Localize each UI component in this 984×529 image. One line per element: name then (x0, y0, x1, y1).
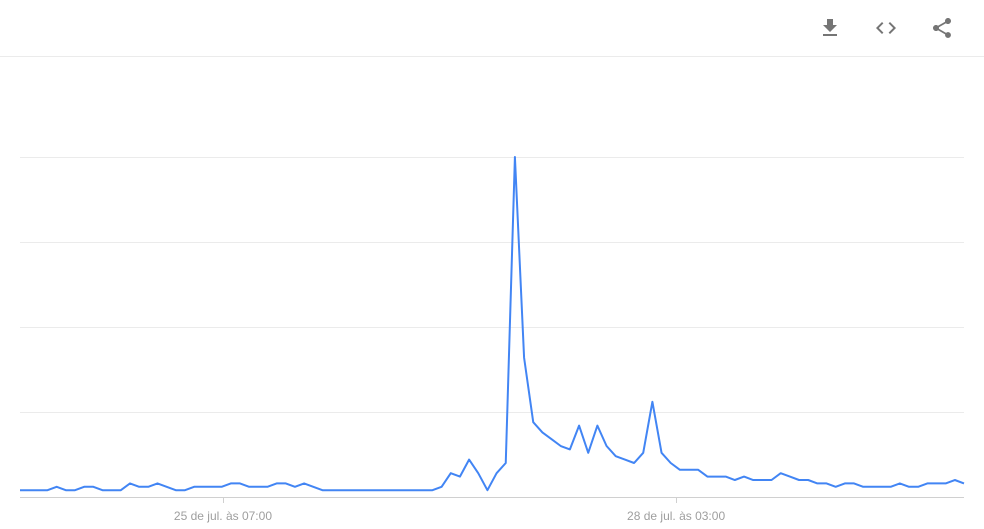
share-icon[interactable] (928, 14, 956, 42)
chart-line (20, 157, 964, 490)
download-icon[interactable] (816, 14, 844, 42)
gridline (20, 497, 964, 498)
x-axis-label: 28 de jul. às 03:00 (627, 509, 725, 523)
chart-region: 25 de jul. às 07:00 28 de jul. às 03:00 (0, 57, 984, 529)
embed-icon[interactable] (872, 14, 900, 42)
x-axis-tick (676, 497, 677, 503)
chart-plot-area (20, 157, 964, 497)
x-axis-labels: 25 de jul. às 07:00 28 de jul. às 03:00 (20, 509, 964, 529)
x-axis-tick (223, 497, 224, 503)
x-axis-label: 25 de jul. às 07:00 (174, 509, 272, 523)
toolbar (0, 0, 984, 56)
